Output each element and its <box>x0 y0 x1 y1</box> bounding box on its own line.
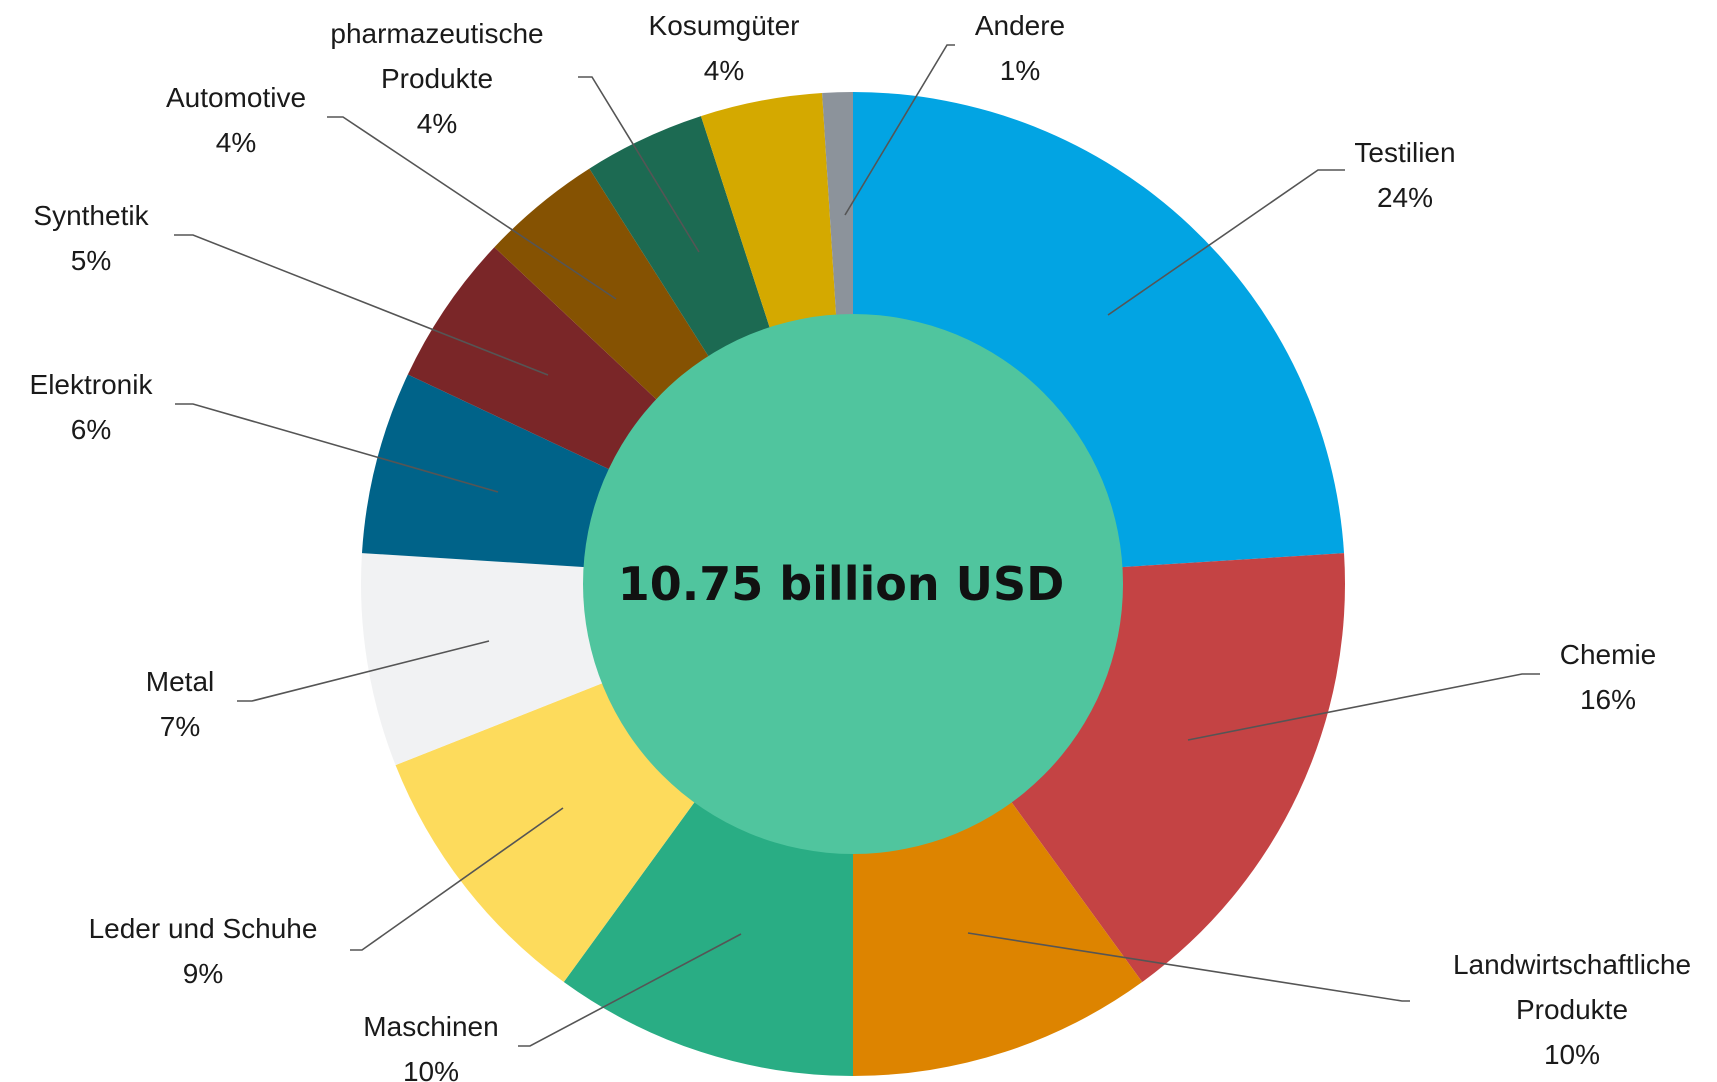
slice-name-elektronik: Elektronik <box>30 369 154 400</box>
slice-name-metal: Metal <box>146 666 214 697</box>
slice-percent-chemie: 16% <box>1580 684 1636 715</box>
slice-label-leder-und-schuhe: Leder und Schuhe 9% <box>89 913 318 989</box>
center-disc <box>583 314 1123 854</box>
slice-label-metal: Metal 7% <box>146 666 214 742</box>
leader-line-automotive <box>327 116 617 300</box>
leader-line-leder-und-schuhe <box>350 807 564 951</box>
slice-name-automotive: Automotive <box>166 82 306 113</box>
slice-label-maschinen: Maschinen 10% <box>363 1011 498 1082</box>
slice-percent-synthetik: 5% <box>71 245 111 276</box>
slice-name-testilien: Testilien <box>1354 137 1455 168</box>
slice-percent-metal: 7% <box>160 711 200 742</box>
center-label: 10.75 billion USD <box>618 557 1065 611</box>
slice-name-leder-und-schuhe: Leder und Schuhe <box>89 913 318 944</box>
slice-percent-maschinen: 10% <box>403 1056 459 1082</box>
leader-line-chemie <box>1187 673 1540 741</box>
leader-line-metal <box>237 640 490 702</box>
slice-percent-automotive: 4% <box>216 127 256 158</box>
leader-line-maschinen <box>518 933 742 1047</box>
leader-line-elektronik <box>175 403 499 493</box>
leader-line-testilien <box>1107 169 1345 316</box>
slice-percent-testilien: 24% <box>1377 182 1433 213</box>
slice-percent-pharmazeutische-produkte: 4% <box>417 108 457 139</box>
slice-label-kosumgueter: Kosumgüter 4% <box>649 10 800 86</box>
slice-name-kosumgueter: Kosumgüter <box>649 10 800 41</box>
leader-line-synthetik <box>174 234 549 376</box>
slice-name-synthetik: Synthetik <box>33 200 149 231</box>
leader-lines <box>174 44 1540 1047</box>
slice-name-maschinen: Maschinen <box>363 1011 498 1042</box>
slice-percent-kosumgueter: 4% <box>704 55 744 86</box>
slice-labels: Testilien 24% Chemie 16% Landwirtschaftliche… <box>30 10 1692 1082</box>
slice-name-chemie: Chemie <box>1560 639 1656 670</box>
leader-line-pharmazeutische-produkte <box>578 76 700 253</box>
slice-label-synthetik: Synthetik 5% <box>33 200 149 276</box>
slice-label-landwirtschaftliche-produkte: Landwirtschaftliche Produkte 10% <box>1453 949 1691 1070</box>
slice-percent-elektronik: 6% <box>71 414 111 445</box>
slice-label-andere: Andere 1% <box>975 10 1065 86</box>
slice-label-testilien: Testilien 24% <box>1354 137 1455 213</box>
slice-name-landwirtschaftliche-produkte: Landwirtschaftliche <box>1453 949 1691 980</box>
slice-label-pharmazeutische-produkte: pharmazeutische Produkte 4% <box>330 18 543 139</box>
slice-name-landwirtschaftliche-produkte: Produkte <box>1516 994 1628 1025</box>
slice-name-pharmazeutische-produkte: pharmazeutische <box>330 18 543 49</box>
leader-line-andere <box>844 44 955 216</box>
slice-percent-andere: 1% <box>1000 55 1040 86</box>
slice-label-chemie: Chemie 16% <box>1560 639 1656 715</box>
leader-line-landwirtschaftliche-produkte <box>967 932 1410 1002</box>
slice-name-pharmazeutische-produkte: Produkte <box>381 63 493 94</box>
slice-label-elektronik: Elektronik 6% <box>30 369 154 445</box>
slice-percent-leder-und-schuhe: 9% <box>183 958 223 989</box>
slice-percent-landwirtschaftliche-produkte: 10% <box>1544 1039 1600 1070</box>
slice-name-andere: Andere <box>975 10 1065 41</box>
slice-label-automotive: Automotive 4% <box>166 82 306 158</box>
